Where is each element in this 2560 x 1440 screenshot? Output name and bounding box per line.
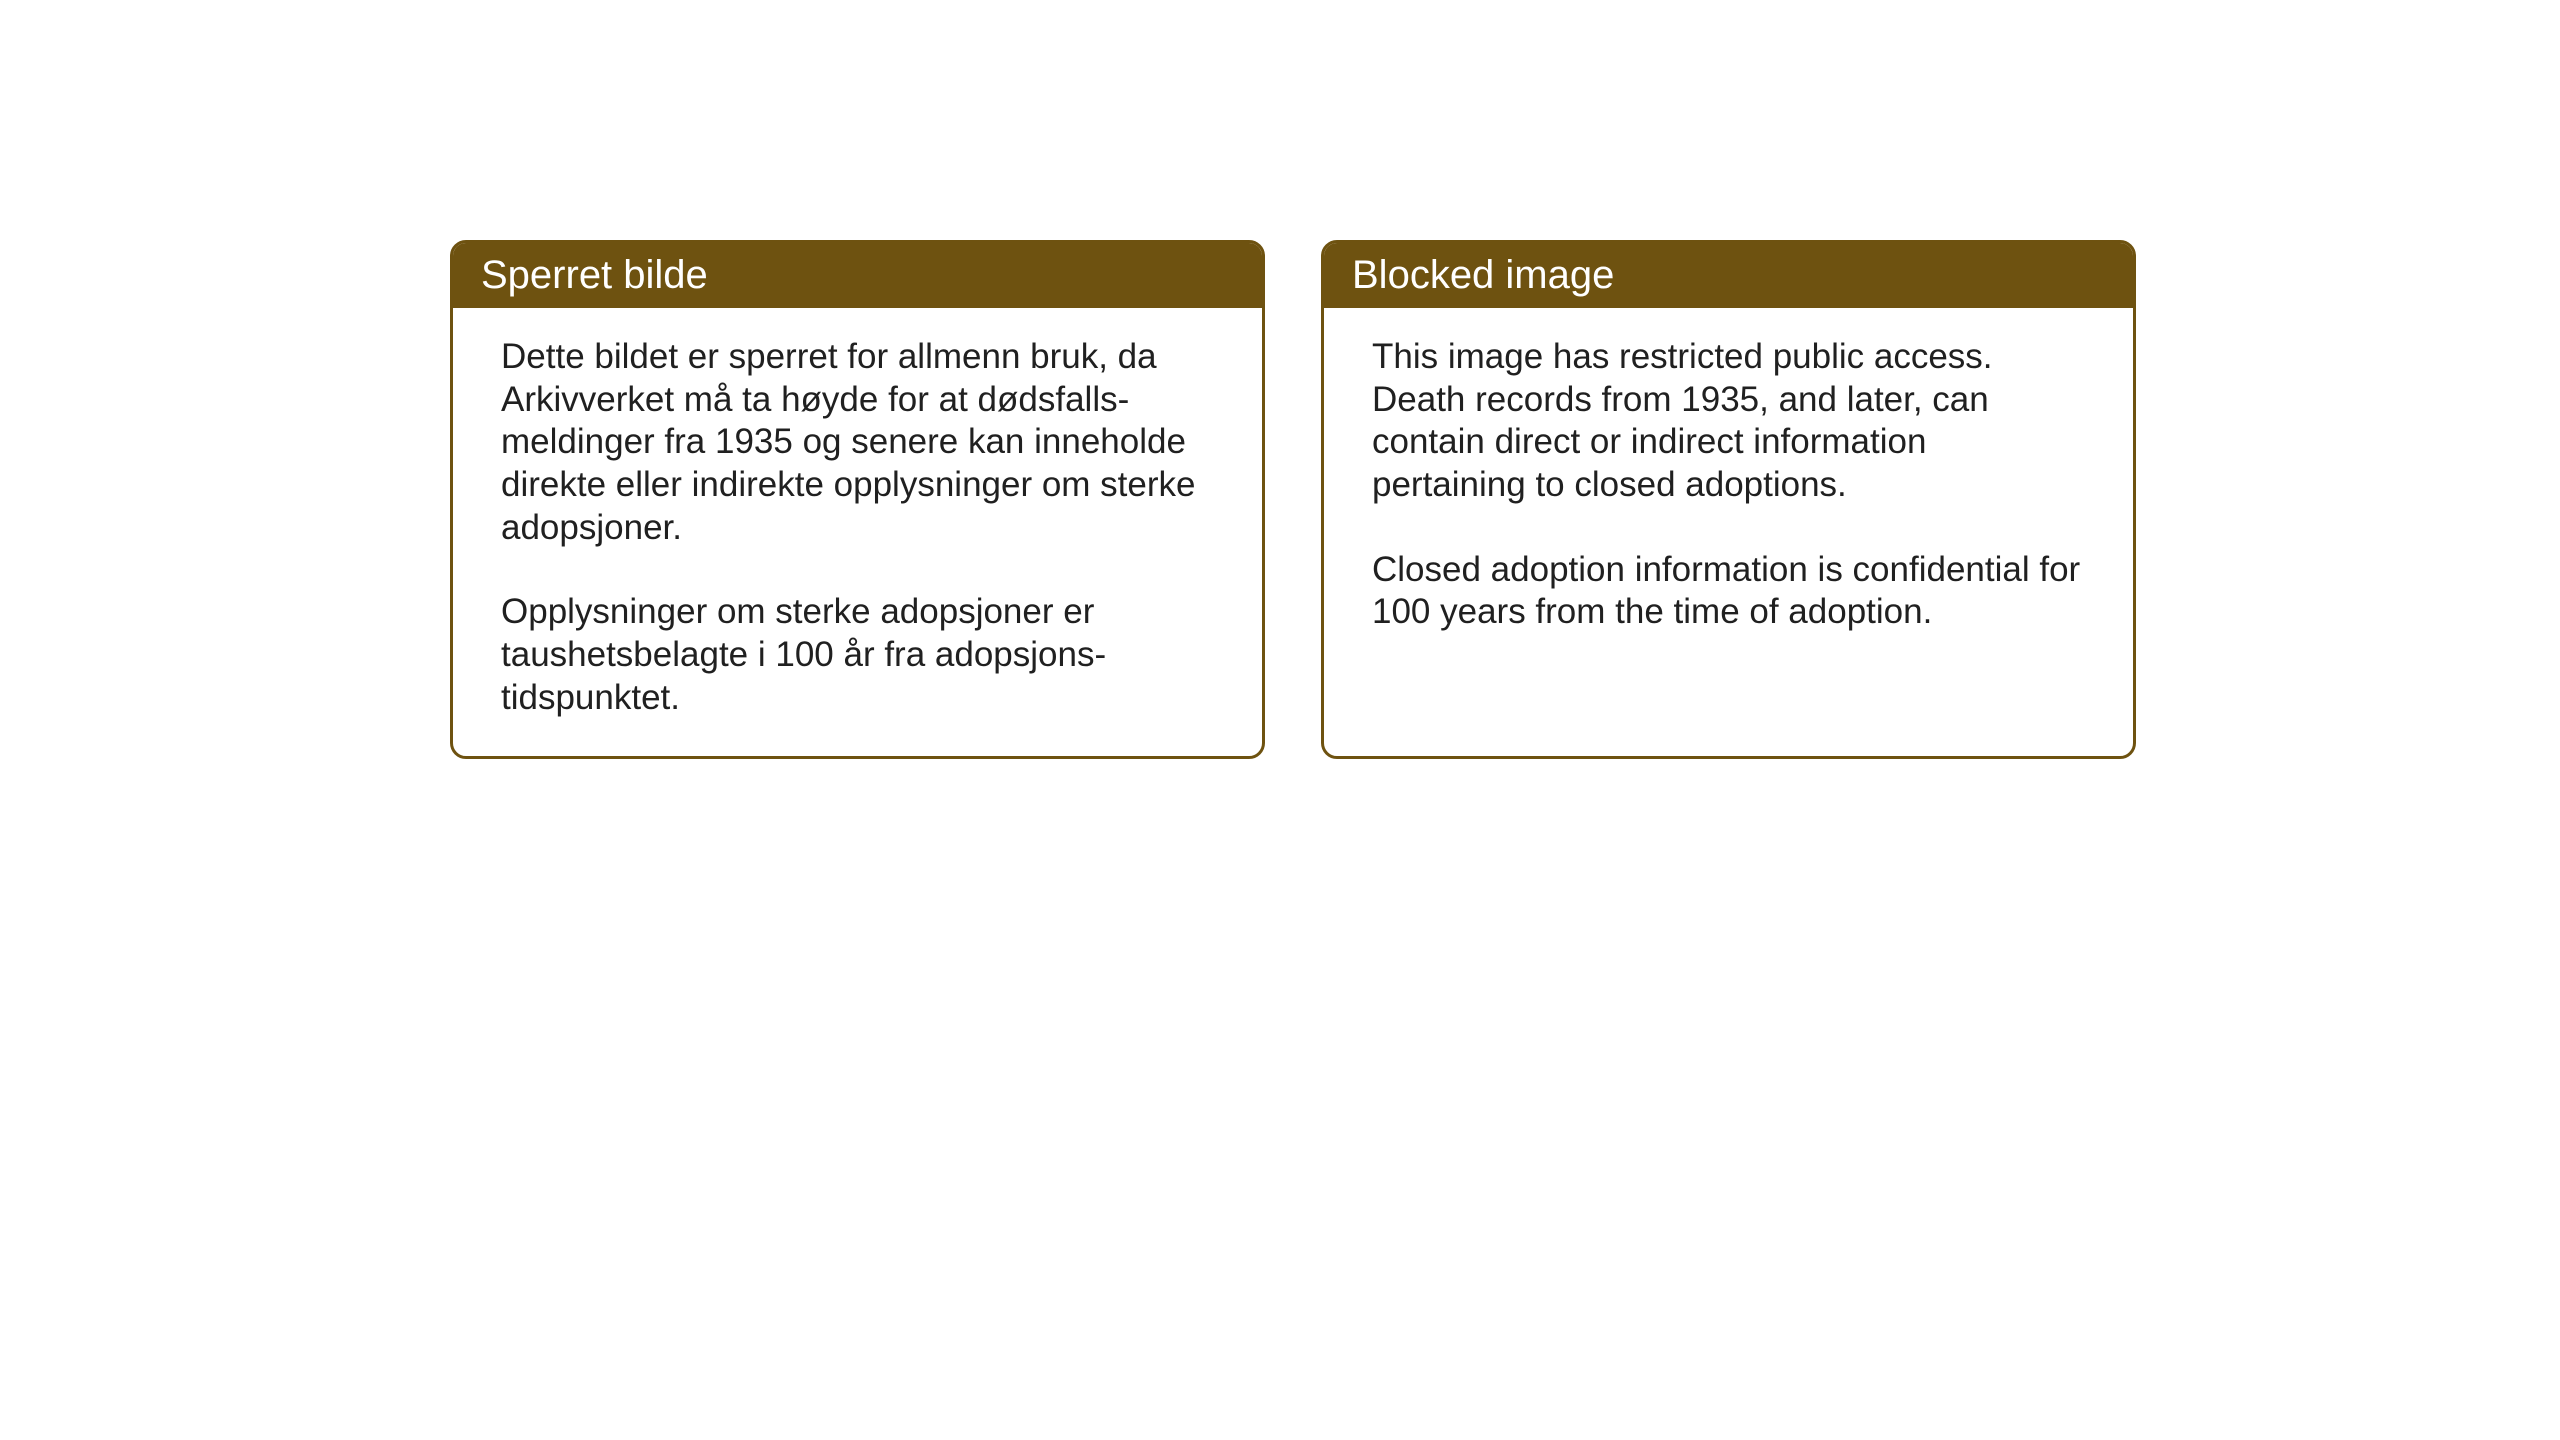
notice-paragraph-1-norwegian: Dette bildet er sperret for allmenn bruk… xyxy=(501,336,1214,549)
notice-paragraph-2-english: Closed adoption information is confident… xyxy=(1372,549,2085,634)
notice-header-english: Blocked image xyxy=(1324,243,2133,308)
notice-card-norwegian: Sperret bilde Dette bildet er sperret fo… xyxy=(450,240,1265,759)
notice-card-english: Blocked image This image has restricted … xyxy=(1321,240,2136,759)
notice-title-norwegian: Sperret bilde xyxy=(481,253,708,297)
notice-body-norwegian: Dette bildet er sperret for allmenn bruk… xyxy=(453,308,1262,756)
notice-header-norwegian: Sperret bilde xyxy=(453,243,1262,308)
notice-container: Sperret bilde Dette bildet er sperret fo… xyxy=(450,240,2136,759)
notice-title-english: Blocked image xyxy=(1352,253,1614,297)
notice-body-english: This image has restricted public access.… xyxy=(1324,308,2133,748)
notice-paragraph-1-english: This image has restricted public access.… xyxy=(1372,336,2085,507)
notice-paragraph-2-norwegian: Opplysninger om sterke adopsjoner er tau… xyxy=(501,591,1214,719)
